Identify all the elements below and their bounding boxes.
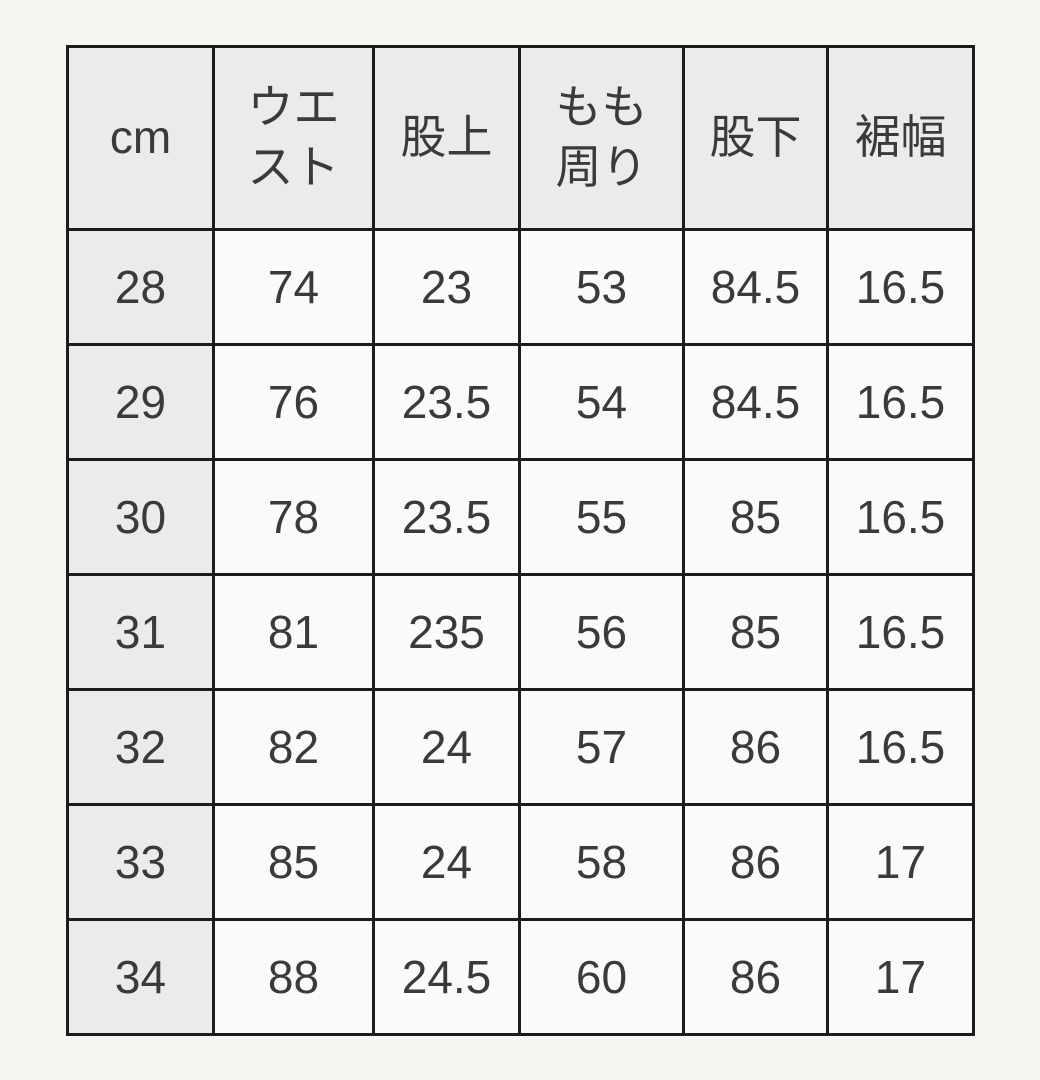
table-row-size-34: 34 88 24.5 60 86 17: [66, 918, 975, 1036]
table-cell: 58: [518, 803, 685, 921]
table-cell: 16.5: [826, 228, 975, 346]
table-cell: 235: [372, 573, 521, 691]
table-cell: 56: [518, 573, 685, 691]
table-row-size-30: 30 78 23.5 55 85 16.5: [66, 458, 975, 576]
table-cell: 85: [682, 573, 829, 691]
column-header-waist: ウエ スト: [212, 45, 375, 231]
row-header-cell: 29: [66, 343, 215, 461]
table-cell: 17: [826, 803, 975, 921]
size-chart-header: cm ウエ スト 股上 もも 周り 股下 裾幅: [66, 45, 975, 231]
column-header-inseam: 股下: [682, 45, 829, 231]
table-cell: 85: [212, 803, 375, 921]
table-cell: 57: [518, 688, 685, 806]
table-row-size-29: 29 76 23.5 54 84.5 16.5: [66, 343, 975, 461]
row-header-cell: 34: [66, 918, 215, 1036]
table-row-size-31: 31 81 235 56 85 16.5: [66, 573, 975, 691]
size-chart-container: cm ウエ スト 股上 もも 周り 股下 裾幅 28 74 23 53 84.5…: [66, 45, 975, 1036]
table-cell: 78: [212, 458, 375, 576]
table-cell: 16.5: [826, 458, 975, 576]
table-row-size-28: 28 74 23 53 84.5 16.5: [66, 228, 975, 346]
table-row-size-32: 32 82 24 57 86 16.5: [66, 688, 975, 806]
row-header-cell: 28: [66, 228, 215, 346]
column-header-hem-width: 裾幅: [826, 45, 975, 231]
size-chart-body: 28 74 23 53 84.5 16.5 29 76 23.5 54 84.5…: [66, 228, 975, 1036]
row-header-cell: 30: [66, 458, 215, 576]
row-header-cell: 31: [66, 573, 215, 691]
table-row-size-33: 33 85 24 58 86 17: [66, 803, 975, 921]
table-cell: 60: [518, 918, 685, 1036]
table-cell: 16.5: [826, 688, 975, 806]
header-row: cm ウエ スト 股上 もも 周り 股下 裾幅: [66, 45, 975, 231]
table-cell: 86: [682, 803, 829, 921]
table-cell: 81: [212, 573, 375, 691]
table-cell: 76: [212, 343, 375, 461]
table-cell: 16.5: [826, 573, 975, 691]
column-header-unit: cm: [66, 45, 215, 231]
table-cell: 74: [212, 228, 375, 346]
table-cell: 23.5: [372, 458, 521, 576]
size-chart-table: cm ウエ スト 股上 もも 周り 股下 裾幅 28 74 23 53 84.5…: [66, 45, 975, 1036]
table-cell: 16.5: [826, 343, 975, 461]
table-cell: 88: [212, 918, 375, 1036]
table-cell: 82: [212, 688, 375, 806]
table-cell: 24.5: [372, 918, 521, 1036]
table-cell: 23: [372, 228, 521, 346]
table-cell: 86: [682, 918, 829, 1036]
table-cell: 53: [518, 228, 685, 346]
row-header-cell: 33: [66, 803, 215, 921]
table-cell: 24: [372, 803, 521, 921]
table-cell: 84.5: [682, 343, 829, 461]
column-header-thigh: もも 周り: [518, 45, 685, 231]
table-cell: 84.5: [682, 228, 829, 346]
column-header-rise: 股上: [372, 45, 521, 231]
table-cell: 17: [826, 918, 975, 1036]
table-cell: 86: [682, 688, 829, 806]
table-cell: 85: [682, 458, 829, 576]
table-cell: 23.5: [372, 343, 521, 461]
table-cell: 54: [518, 343, 685, 461]
table-cell: 24: [372, 688, 521, 806]
table-cell: 55: [518, 458, 685, 576]
row-header-cell: 32: [66, 688, 215, 806]
